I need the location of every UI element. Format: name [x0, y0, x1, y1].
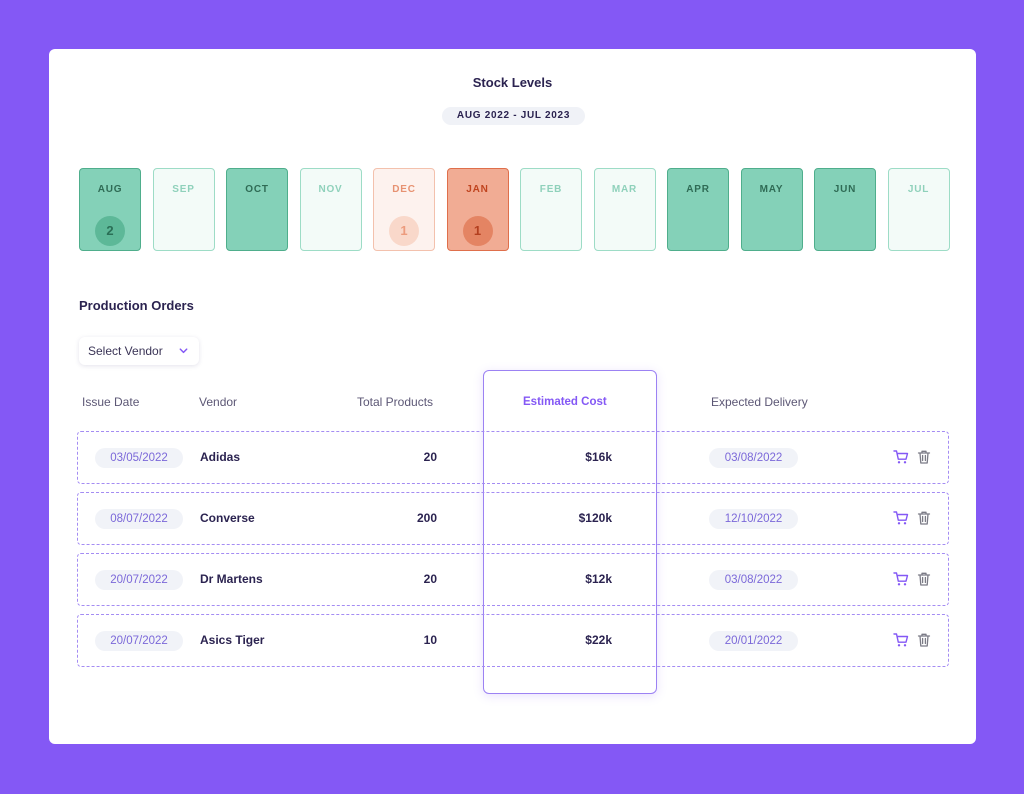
- estimated-cost-column-highlight: [483, 370, 657, 694]
- month-label: APR: [686, 184, 710, 195]
- trash-icon[interactable]: [915, 509, 933, 527]
- estimated-cost: $16k: [585, 450, 612, 464]
- table-row[interactable]: 20/07/2022 Asics Tiger 10 $22k 20/01/202…: [77, 614, 949, 667]
- month-label: DEC: [392, 184, 416, 195]
- month-label: JUL: [907, 184, 930, 195]
- column-header-expected-delivery[interactable]: Expected Delivery: [711, 395, 808, 409]
- month-tile[interactable]: MAR: [593, 168, 656, 251]
- month-label: JAN: [466, 184, 489, 195]
- month-label: AUG: [97, 184, 123, 195]
- expected-delivery-badge: 03/08/2022: [709, 570, 798, 590]
- estimated-cost: $120k: [578, 511, 612, 525]
- date-range-badge[interactable]: AUG 2022 - JUL 2023: [442, 107, 585, 125]
- column-header-estimated-cost[interactable]: Estimated Cost: [523, 396, 607, 408]
- total-products: 200: [416, 511, 437, 525]
- cart-icon[interactable]: [892, 509, 910, 527]
- month-tile[interactable]: APR: [667, 168, 729, 251]
- vendor-name: Asics Tiger: [200, 633, 265, 647]
- trash-icon[interactable]: [915, 631, 933, 649]
- issue-date-badge: 20/07/2022: [95, 631, 183, 651]
- month-tile[interactable]: DEC 1: [373, 168, 435, 251]
- month-tile[interactable]: SEP: [152, 168, 215, 251]
- table-row[interactable]: 20/07/2022 Dr Martens 20 $12k 03/08/2022: [77, 553, 949, 606]
- month-label: FEB: [539, 184, 563, 195]
- month-label: SEP: [172, 184, 195, 195]
- expected-delivery-badge: 03/08/2022: [709, 448, 798, 468]
- issue-date-badge: 08/07/2022: [95, 509, 183, 529]
- month-tile[interactable]: MAY: [740, 168, 803, 251]
- month-count-badge: 1: [462, 216, 493, 246]
- month-tile[interactable]: JUL: [887, 168, 950, 251]
- total-products: 20: [423, 572, 437, 586]
- vendor-name: Dr Martens: [200, 572, 263, 586]
- production-orders-title: Production Orders: [79, 298, 194, 313]
- stock-levels-title: Stock Levels: [472, 75, 553, 90]
- month-tile[interactable]: JUN: [814, 168, 876, 251]
- month-label: MAR: [611, 184, 638, 195]
- vendor-select[interactable]: Select Vendor: [79, 337, 199, 365]
- stock-card: Stock Levels AUG 2022 - JUL 2023 AUG 2 SE…: [49, 49, 976, 744]
- month-tile[interactable]: AUG 2: [79, 168, 141, 251]
- table-row[interactable]: 03/05/2022 Adidas 20 $16k 03/08/2022: [77, 431, 949, 484]
- cart-icon[interactable]: [892, 631, 910, 649]
- month-tile[interactable]: OCT: [226, 168, 288, 251]
- month-tile[interactable]: JAN 1: [446, 168, 509, 251]
- month-label: NOV: [318, 184, 343, 195]
- issue-date-badge: 20/07/2022: [95, 570, 183, 590]
- table-row[interactable]: 08/07/2022 Converse 200 $120k 12/10/2022: [77, 492, 949, 545]
- trash-icon[interactable]: [915, 448, 933, 466]
- chevron-down-icon: [178, 345, 189, 359]
- expected-delivery-badge: 20/01/2022: [709, 631, 798, 651]
- vendor-select-label: Select Vendor: [88, 344, 163, 358]
- month-count-badge: 1: [389, 216, 419, 246]
- column-header-total-products[interactable]: Total Products: [357, 395, 434, 409]
- vendor-name: Adidas: [200, 450, 241, 464]
- trash-icon[interactable]: [915, 570, 933, 588]
- vendor-name: Converse: [200, 511, 255, 525]
- month-count-badge: 2: [95, 216, 125, 246]
- cart-icon[interactable]: [892, 448, 910, 466]
- month-label: OCT: [245, 184, 269, 195]
- month-label: MAY: [759, 184, 784, 195]
- expected-delivery-badge: 12/10/2022: [709, 509, 798, 529]
- cart-icon[interactable]: [892, 570, 910, 588]
- month-tile[interactable]: NOV: [299, 168, 362, 251]
- column-header-vendor[interactable]: Vendor: [199, 395, 238, 409]
- issue-date-badge: 03/05/2022: [95, 448, 183, 468]
- month-tile[interactable]: FEB: [520, 168, 582, 251]
- total-products: 10: [423, 633, 437, 647]
- estimated-cost: $22k: [585, 633, 612, 647]
- column-header-issue-date[interactable]: Issue Date: [82, 395, 140, 409]
- month-label: JUN: [833, 184, 857, 195]
- estimated-cost: $12k: [585, 572, 612, 586]
- total-products: 20: [423, 450, 437, 464]
